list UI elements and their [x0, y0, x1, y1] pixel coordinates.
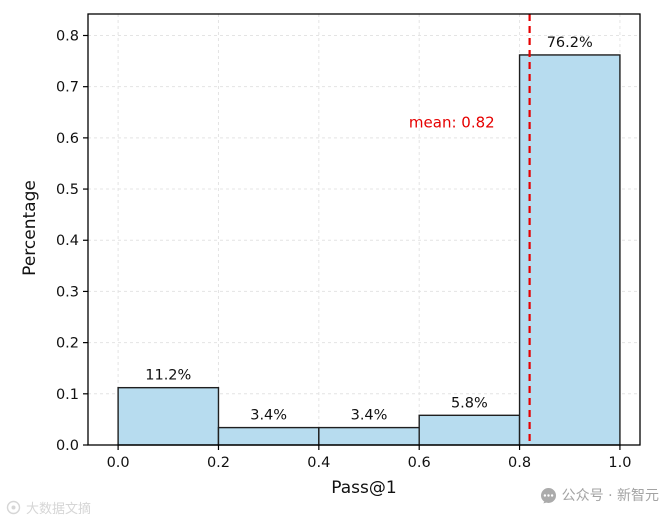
y-tick-label: 0.6 [56, 131, 79, 147]
x-tick-label: 0.4 [307, 455, 330, 471]
y-tick-label: 0.0 [56, 438, 79, 454]
x-tick-label: 1.0 [608, 455, 631, 471]
y-tick-label: 0.2 [56, 336, 79, 352]
bar-value-label: 5.8% [451, 395, 488, 411]
watermark-left: 大数据文摘 [6, 498, 91, 517]
y-tick-label: 0.4 [56, 233, 79, 249]
bar-value-label: 11.2% [145, 368, 191, 384]
watermark-left-text: 大数据文摘 [26, 502, 92, 517]
watermark-right-text: 公众号 · 新智元 [561, 488, 659, 504]
x-tick-label: 0.0 [107, 455, 130, 471]
plot-border [87, 13, 641, 446]
y-axis-label: Percentage [20, 180, 40, 276]
watermark-logo-icon [6, 500, 21, 515]
x-axis-label: Pass@1 [331, 478, 397, 498]
mean-annotation: mean: 0.82 [409, 114, 495, 132]
bar-value-label: 3.4% [351, 408, 388, 424]
histogram-bar [418, 414, 521, 446]
y-tick-label: 0.7 [56, 80, 79, 96]
bar-value-label: 3.4% [250, 408, 287, 424]
wechat-public-account-icon [540, 487, 556, 503]
histogram-bar [117, 386, 220, 446]
histogram-bar [217, 426, 320, 446]
x-tick-label: 0.2 [207, 455, 230, 471]
y-tick-label: 0.1 [56, 387, 79, 403]
x-tick-label: 0.8 [508, 455, 531, 471]
histogram-bar [518, 54, 621, 446]
y-tick-label: 0.8 [56, 28, 79, 44]
watermark-right: 公众号 · 新智元 [540, 485, 659, 505]
bar-value-label: 76.2% [547, 35, 593, 51]
x-tick-label: 0.6 [408, 455, 431, 471]
y-tick-label: 0.3 [56, 284, 79, 300]
histogram-bar [318, 426, 420, 446]
y-tick-label: 0.5 [56, 182, 79, 198]
